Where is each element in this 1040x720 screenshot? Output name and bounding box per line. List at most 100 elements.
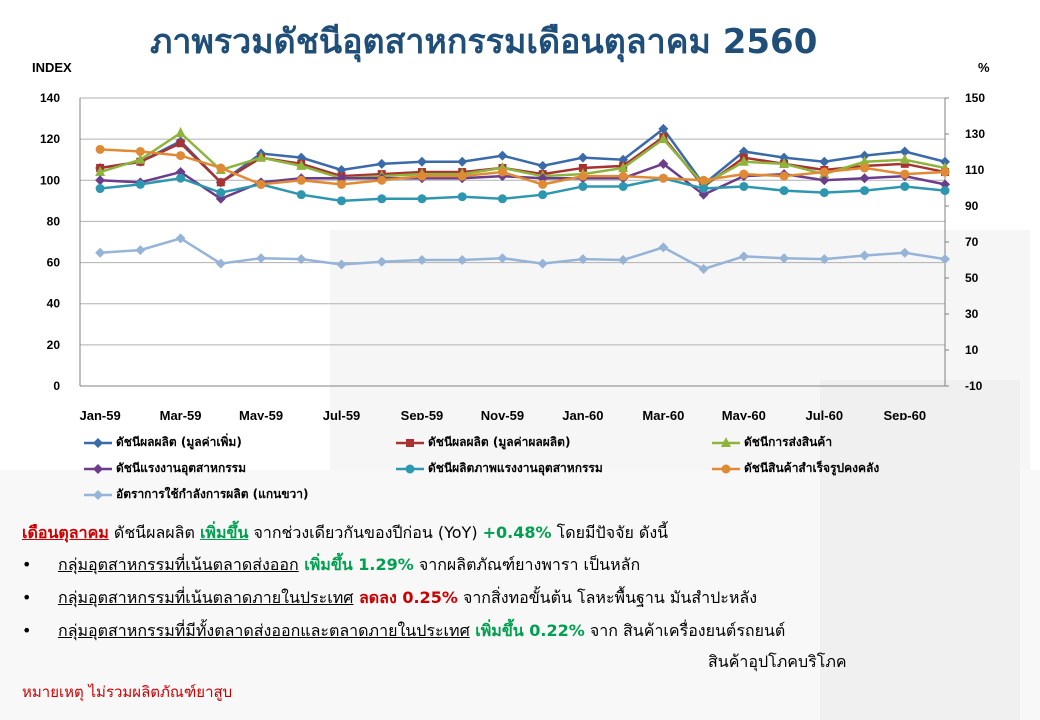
bullet-domestic-group: กลุ่มอุตสาหกรรมที่เน้นตลาดภายในประเทศ bbox=[58, 588, 354, 607]
legend-label: ดัชนีผลผลิต (มูลค่าผลผลิต) bbox=[428, 435, 571, 449]
data-point-s5 bbox=[900, 181, 910, 191]
data-point-s7 bbox=[256, 253, 267, 264]
legend-swatch-marker bbox=[93, 463, 103, 474]
legend-swatch-marker bbox=[93, 489, 103, 500]
data-point-s6 bbox=[699, 175, 709, 185]
y-right-tick-label: 150 bbox=[965, 91, 985, 105]
data-point-s6 bbox=[377, 175, 387, 185]
legend-item: ดัชนีการส่งสินค้า bbox=[712, 433, 832, 452]
data-point-s1 bbox=[577, 152, 588, 163]
data-point-s5 bbox=[819, 188, 829, 198]
y-tick-label: 120 bbox=[40, 132, 60, 146]
summary-line: เดือนตุลาคม ดัชนีผลผลิต เพิ่มขึ้น จากช่ว… bbox=[22, 521, 668, 546]
data-point-s7 bbox=[215, 258, 226, 269]
data-point-s5 bbox=[417, 194, 427, 204]
data-point-s7 bbox=[618, 255, 629, 265]
data-point-s5 bbox=[618, 181, 628, 191]
data-point-s6 bbox=[216, 163, 226, 173]
data-point-s5 bbox=[497, 194, 507, 204]
x-tick-label: Mar-59 bbox=[160, 408, 202, 420]
data-point-s2 bbox=[216, 178, 225, 187]
legend-swatch bbox=[84, 437, 112, 448]
data-point-s6 bbox=[457, 171, 467, 181]
x-tick-label: Jan-60 bbox=[562, 408, 603, 420]
legend-label: ดัชนีแรงงานอุตสาหกรรม bbox=[116, 461, 247, 475]
data-point-s5 bbox=[538, 190, 548, 200]
bullet-export-group: กลุ่มอุตสาหกรรมที่เน้นตลาดส่งออก bbox=[58, 555, 299, 574]
data-point-s1 bbox=[859, 150, 870, 161]
series-line-6 bbox=[100, 148, 946, 186]
legend-swatch bbox=[396, 438, 424, 447]
legend-swatch-marker bbox=[721, 464, 731, 473]
bullet-export-reason: จากผลิตภัณฑ์ยางพารา เป็นหลัก bbox=[413, 555, 641, 574]
data-point-s6 bbox=[658, 173, 668, 183]
y-tick-label: 40 bbox=[47, 297, 61, 311]
data-point-s5 bbox=[457, 192, 467, 202]
data-point-s1 bbox=[899, 146, 910, 157]
data-point-s5 bbox=[95, 184, 105, 194]
data-point-s3 bbox=[738, 155, 749, 166]
x-tick-label: Jul-59 bbox=[323, 408, 361, 420]
data-point-s6 bbox=[417, 171, 427, 181]
data-point-s1 bbox=[376, 158, 387, 169]
data-point-s1 bbox=[819, 156, 830, 167]
data-point-s2 bbox=[900, 159, 909, 168]
data-point-s5 bbox=[860, 186, 870, 196]
data-point-s7 bbox=[497, 253, 508, 264]
bullet-both-reason-2: สินค้าอุปโภคบริโภค bbox=[708, 652, 847, 671]
legend-label: ดัชนีผลิตภาพแรงงานอุตสาหกรรม bbox=[428, 461, 603, 475]
data-point-s6 bbox=[337, 179, 347, 189]
data-point-s7 bbox=[819, 254, 830, 265]
data-point-s7 bbox=[779, 253, 790, 264]
y-tick-label: 20 bbox=[47, 338, 61, 352]
summary-text-b: จากช่วงเดียวกันของปีก่อน (YoY) bbox=[248, 523, 483, 542]
data-point-s3 bbox=[296, 159, 307, 170]
footnote: หมายเหตุ ไม่รวมผลิตภัณฑ์ยาสูบ bbox=[22, 683, 233, 701]
data-point-s2 bbox=[578, 163, 587, 172]
data-point-s7 bbox=[738, 251, 749, 262]
data-point-s3 bbox=[95, 166, 106, 177]
data-point-s6 bbox=[296, 175, 306, 185]
bullet-marker: • bbox=[22, 588, 32, 607]
data-point-s5 bbox=[377, 194, 387, 204]
data-point-s7 bbox=[859, 250, 870, 261]
series-line-1 bbox=[99, 127, 946, 187]
data-point-s1 bbox=[940, 156, 950, 167]
data-point-s7 bbox=[537, 258, 548, 269]
data-point-s7 bbox=[457, 255, 468, 265]
y-right-tick-label: -10 bbox=[965, 379, 983, 393]
series-line-5 bbox=[99, 176, 946, 203]
data-point-s3 bbox=[658, 133, 669, 144]
data-point-s1 bbox=[658, 123, 669, 134]
legend-swatch-marker bbox=[93, 437, 103, 448]
data-point-s6 bbox=[497, 167, 507, 177]
data-point-s6 bbox=[779, 171, 789, 181]
y-right-tick-label: 30 bbox=[965, 307, 979, 321]
bullet-both-group: กลุ่มอุตสาหกรรมที่มีทั้งตลาดส่งออกและตลา… bbox=[58, 621, 470, 640]
summary-text-a: ดัชนีผลผลิต bbox=[108, 523, 200, 542]
right-axis-unit: % bbox=[978, 60, 990, 75]
y-tick-label: 100 bbox=[40, 173, 60, 187]
y-right-tick-label: 50 bbox=[965, 271, 979, 285]
data-point-s7 bbox=[376, 256, 387, 267]
data-point-s7 bbox=[416, 255, 427, 265]
bullet-both-reason: จาก สินค้าเครื่องยนต์รถยนต์ bbox=[584, 621, 786, 640]
data-point-s6 bbox=[256, 179, 266, 189]
bullet-domestic: • กลุ่มอุตสาหกรรมที่เน้นตลาดภายในประเทศ ล… bbox=[22, 586, 757, 611]
legend-swatch bbox=[396, 464, 424, 473]
data-point-s7 bbox=[577, 254, 588, 265]
data-point-s6 bbox=[538, 179, 548, 189]
y-tick-label: 140 bbox=[40, 91, 60, 105]
bullet-marker: • bbox=[22, 555, 32, 574]
legend-swatch-marker bbox=[721, 436, 731, 447]
data-point-s6 bbox=[940, 167, 950, 177]
bullet-export-change: เพิ่มขึ้น 1.29% bbox=[298, 555, 414, 574]
data-point-s4 bbox=[95, 175, 106, 186]
data-point-s7 bbox=[940, 254, 950, 265]
y-right-tick-label: 130 bbox=[965, 127, 985, 141]
x-tick-label: May-60 bbox=[722, 408, 766, 420]
legend-item: ดัชนีผลผลิต (มูลค่าเพิ่ม) bbox=[84, 433, 242, 452]
x-tick-label: Sep-59 bbox=[401, 408, 444, 420]
data-point-s5 bbox=[216, 188, 226, 198]
data-point-s4 bbox=[658, 158, 669, 169]
